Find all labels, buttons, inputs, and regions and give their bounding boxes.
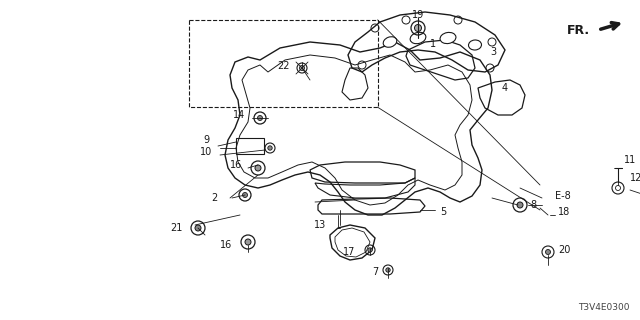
Text: 14: 14 [233, 110, 245, 120]
Text: FR.: FR. [567, 23, 590, 36]
Text: 5: 5 [440, 207, 446, 217]
Text: E-8: E-8 [555, 191, 571, 201]
Text: 10: 10 [200, 147, 212, 157]
Text: 19: 19 [412, 10, 424, 20]
Circle shape [257, 116, 262, 121]
Circle shape [545, 250, 550, 254]
Text: 9: 9 [204, 135, 210, 145]
Text: 2: 2 [212, 193, 218, 203]
Circle shape [245, 239, 251, 245]
Text: 20: 20 [558, 245, 570, 255]
Text: 17: 17 [342, 247, 355, 257]
Text: 1: 1 [430, 39, 436, 49]
Circle shape [386, 268, 390, 272]
Text: 11: 11 [624, 155, 636, 165]
Text: 18: 18 [558, 207, 570, 217]
Bar [236, 138, 264, 154]
Ellipse shape [468, 40, 481, 50]
Text: 16: 16 [230, 160, 242, 170]
Bar [189, 20, 378, 107]
Ellipse shape [410, 32, 426, 44]
Text: 7: 7 [372, 267, 378, 277]
Text: 13: 13 [314, 220, 326, 230]
Circle shape [415, 25, 422, 31]
Text: 22: 22 [278, 61, 290, 71]
Ellipse shape [440, 32, 456, 44]
Circle shape [268, 146, 272, 150]
Text: 16: 16 [220, 240, 232, 250]
Circle shape [243, 193, 248, 197]
Text: 4: 4 [502, 83, 508, 93]
Text: 12: 12 [630, 173, 640, 183]
Text: 21: 21 [171, 223, 183, 233]
Text: 8: 8 [530, 200, 536, 210]
Ellipse shape [383, 37, 397, 47]
Circle shape [255, 165, 261, 171]
Circle shape [368, 248, 372, 252]
Circle shape [300, 66, 305, 70]
Circle shape [517, 202, 523, 208]
Text: 3: 3 [490, 47, 496, 57]
Circle shape [195, 225, 201, 231]
Text: T3V4E0300: T3V4E0300 [579, 303, 630, 312]
